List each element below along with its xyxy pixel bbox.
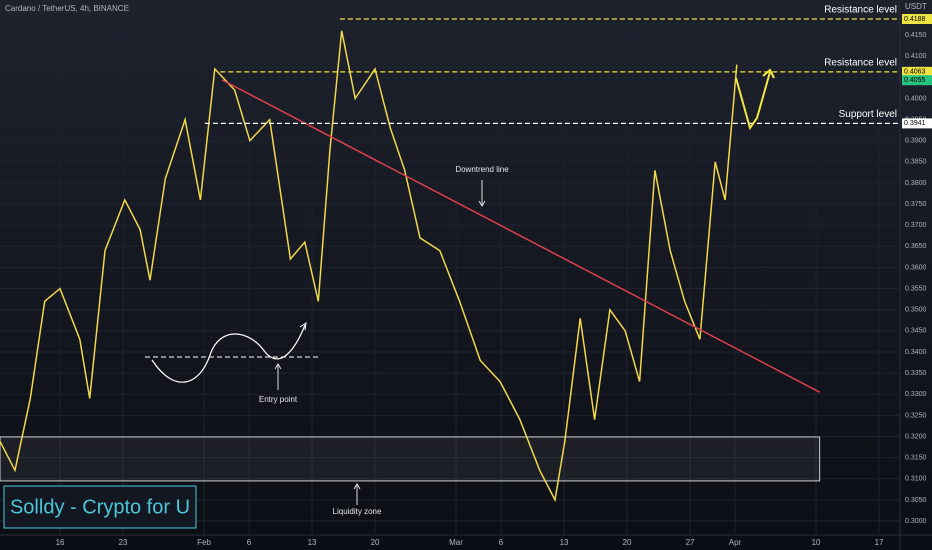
liquidity-zone [0,436,821,482]
x-tick-label: 10 [812,538,821,547]
trend-pointer-head [478,200,486,207]
zone-pointer-head [353,483,361,490]
price-tag [902,14,932,25]
x-tick-label: 16 [56,538,65,547]
entry-curve [151,324,306,383]
price-tag-label: 0.4063 [904,69,926,76]
zone-label: Liquidity zone [333,507,382,516]
projection [735,71,771,131]
y-tick-label: 0.3750 [905,201,927,208]
entry-arrow [299,321,307,331]
x-tick-label: 13 [308,538,317,547]
x-tick-label: 6 [247,538,252,547]
x-tick-label: 6 [499,538,504,547]
price-line [0,30,738,503]
watermark-box [3,485,197,529]
price-tag [902,66,932,77]
y-tick-label: 0.3800 [905,180,927,187]
x-tick-label: Feb [197,538,211,547]
x-tick-label: 23 [119,538,128,547]
price-tag-label: 0.4188 [904,16,926,23]
entry-label: Entry point [259,395,298,404]
y-axis-label: USDT [905,2,927,11]
price-tag-label: 0.3941 [904,120,926,127]
x-tick-label: 20 [371,538,380,547]
y-tick-label: 0.3500 [905,307,927,314]
y-tick-label: 0.3600 [905,264,927,271]
level-label: Resistance level [824,57,897,68]
y-tick-label: 0.4100 [905,53,927,60]
level-label: Support level [839,109,897,120]
y-tick-label: 0.3000 [905,518,927,525]
y-tick-label: 0.3050 [905,497,927,504]
price-tag [902,118,932,129]
watermark: Solldy - Crypto for U [10,496,190,518]
trendline-label: Downtrend line [455,165,509,174]
y-tick-label: 0.3400 [905,349,927,356]
x-tick-label: 27 [686,538,695,547]
trendline [221,79,820,393]
y-tick-label: 0.3450 [905,328,927,335]
entry-pointer-head [274,363,282,370]
x-tick-label: Apr [729,538,742,547]
y-tick-label: 0.3100 [905,476,927,483]
y-tick-label: 0.3250 [905,412,927,419]
y-tick-label: 0.3650 [905,243,927,250]
y-tick-label: 0.3900 [905,138,927,145]
y-tick-label: 0.3550 [905,285,927,292]
last-price-label: 0.4055 [904,77,926,84]
y-tick-label: 0.3150 [905,455,927,462]
level-label: Resistance level [824,5,897,16]
y-tick-label: 0.3850 [905,159,927,166]
y-tick-label: 0.3200 [905,433,927,440]
x-tick-label: 20 [623,538,632,547]
y-tick-label: 0.3350 [905,370,927,377]
x-tick-label: 17 [875,538,884,547]
x-tick-label: 13 [560,538,569,547]
last-price-tag [902,75,932,86]
y-tick-label: 0.4150 [905,32,927,39]
y-tick-label: 0.3700 [905,222,927,229]
x-tick-label: Mar [449,538,463,547]
y-tick-label: 0.3300 [905,391,927,398]
projection-head [762,68,775,79]
chart-title: Cardano / TetherUS, 4h, BINANCE [5,4,129,13]
y-tick-label: 0.4000 [905,95,927,102]
